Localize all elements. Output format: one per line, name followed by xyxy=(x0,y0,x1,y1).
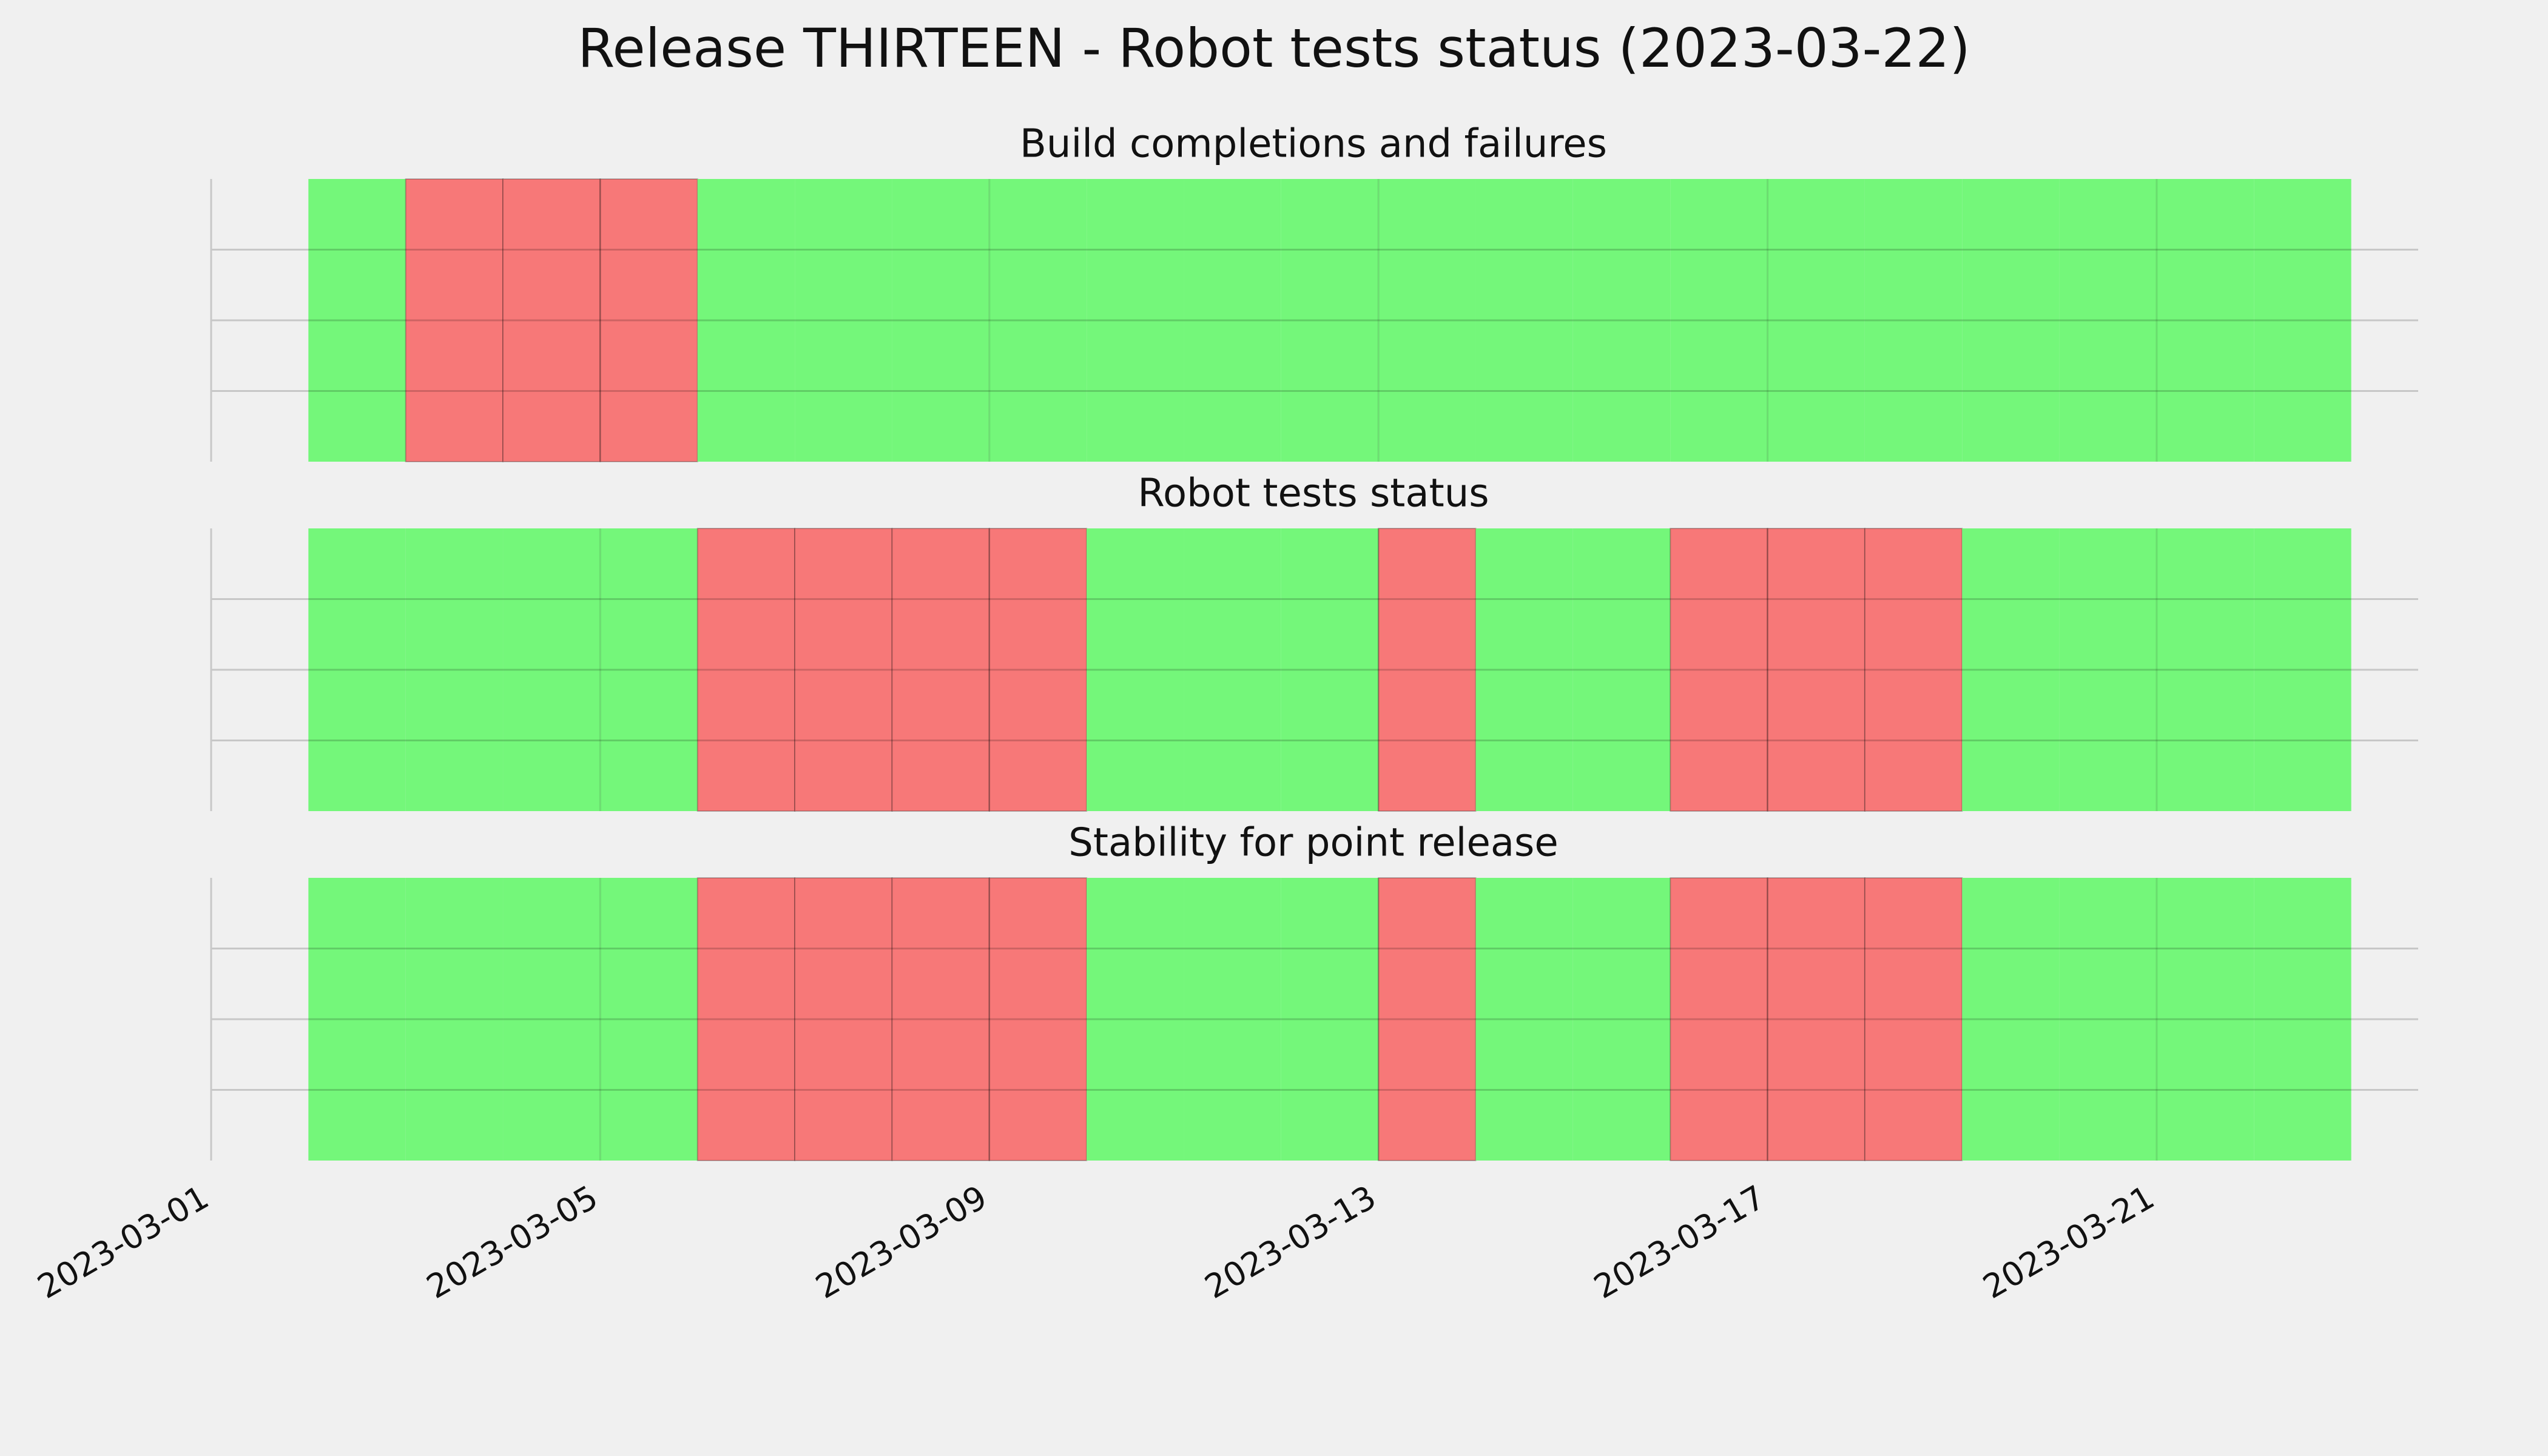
status-segment xyxy=(503,878,601,1161)
status-segment xyxy=(989,179,1087,462)
x-tick-label: 2023-03-17 xyxy=(1588,1178,1771,1306)
status-segment xyxy=(1281,528,1379,811)
status-segment xyxy=(891,877,990,1161)
status-segment xyxy=(1184,528,1281,811)
status-segment xyxy=(2156,878,2254,1161)
status-segment xyxy=(308,179,406,462)
chart-title: Release THIRTEEN - Robot tests status (2… xyxy=(578,17,1970,79)
status-segment xyxy=(1572,878,1671,1161)
status-segment xyxy=(2254,528,2351,811)
status-segment xyxy=(1864,179,1963,462)
status-segment xyxy=(1281,179,1379,462)
status-segment xyxy=(1087,179,1184,462)
status-segment xyxy=(988,528,1088,812)
x-tick-label: 2023-03-01 xyxy=(31,1178,215,1306)
x-tick-label: 2023-03-13 xyxy=(1198,1178,1382,1306)
status-segment xyxy=(502,178,601,462)
status-segment xyxy=(1475,179,1573,462)
status-segment xyxy=(2156,528,2254,811)
status-segment xyxy=(1184,878,1281,1161)
status-segment xyxy=(405,528,504,811)
status-segment xyxy=(1962,179,2060,462)
status-segment xyxy=(696,877,796,1161)
status-segment xyxy=(405,878,504,1161)
status-segment xyxy=(1572,528,1671,811)
status-segment xyxy=(2059,528,2157,811)
status-segment xyxy=(308,878,406,1161)
status-segment xyxy=(891,528,990,812)
x-tick-label: 2023-03-05 xyxy=(420,1178,604,1306)
status-segment xyxy=(600,528,698,811)
status-segment xyxy=(599,178,698,462)
status-segment xyxy=(892,179,989,462)
status-segment xyxy=(2059,179,2157,462)
panel-title: Build completions and failures xyxy=(1020,122,1607,167)
x-tick-label: 2023-03-21 xyxy=(1977,1178,2160,1306)
status-segment xyxy=(1572,179,1671,462)
status-segment xyxy=(988,877,1088,1161)
panel-title: Stability for point release xyxy=(1068,821,1559,866)
status-segment xyxy=(1767,877,1866,1161)
status-segment xyxy=(795,179,892,462)
status-segment xyxy=(1184,179,1281,462)
status-segment xyxy=(1378,179,1476,462)
status-segment xyxy=(2156,179,2254,462)
status-segment xyxy=(1281,878,1379,1161)
status-segment xyxy=(2254,878,2351,1161)
status-segment xyxy=(1767,528,1866,812)
status-segment xyxy=(1475,528,1573,811)
status-segment xyxy=(1087,528,1184,811)
status-segment xyxy=(697,179,795,462)
status-segment xyxy=(600,878,698,1161)
status-segment xyxy=(1670,179,1768,462)
status-segment xyxy=(2254,179,2351,462)
status-segment xyxy=(794,877,893,1161)
status-segment xyxy=(1087,878,1184,1161)
status-segment xyxy=(1475,878,1573,1161)
status-segment xyxy=(696,528,796,812)
status-segment xyxy=(794,528,893,812)
status-segment xyxy=(1378,877,1477,1161)
x-tick-label: 2023-03-09 xyxy=(809,1178,993,1306)
status-segment xyxy=(1962,528,2060,811)
status-segment xyxy=(1378,528,1477,812)
status-segment xyxy=(1670,877,1768,1161)
status-segment xyxy=(1962,878,2060,1161)
status-segment xyxy=(405,178,504,462)
status-segment xyxy=(1767,179,1865,462)
status-segment xyxy=(1864,877,1963,1161)
status-segment xyxy=(2059,878,2157,1161)
panel-title: Robot tests status xyxy=(1138,471,1489,516)
status-segment xyxy=(503,528,601,811)
status-segment xyxy=(308,528,406,811)
